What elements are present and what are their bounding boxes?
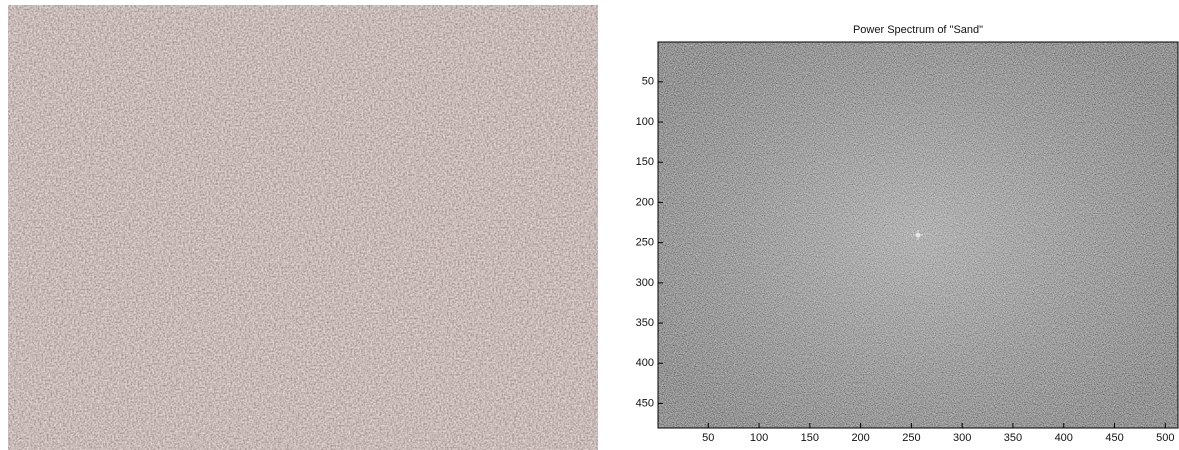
x-tick-label: 450 (1105, 432, 1123, 444)
sand-photo (8, 5, 598, 450)
y-tick-label: 250 (636, 237, 654, 249)
x-tick-label: 100 (750, 432, 768, 444)
y-tick-label: 300 (636, 277, 654, 289)
y-tick-label: 150 (636, 156, 654, 168)
y-tick-label: 400 (636, 357, 654, 369)
y-tick-label: 100 (636, 116, 654, 128)
x-tick-label: 400 (1055, 432, 1073, 444)
x-tick-label: 300 (953, 432, 971, 444)
chart-title: Power Spectrum of "Sand" (853, 24, 983, 36)
y-tick-label: 50 (642, 76, 654, 88)
x-tick-label: 150 (801, 432, 819, 444)
x-tick-label: 500 (1156, 432, 1174, 444)
y-tick-label: 350 (636, 317, 654, 329)
y-tick-label: 450 (636, 397, 654, 409)
x-tick-label: 200 (851, 432, 869, 444)
x-tick-label: 350 (1004, 432, 1022, 444)
x-tick-label: 250 (902, 432, 920, 444)
x-tick-label: 50 (702, 432, 714, 444)
y-tick-label: 200 (636, 196, 654, 208)
figure: 50 100 150 200 250 300 350 400 450 500 50 100 150 200… (0, 0, 1179, 450)
page: 50 100 150 200 250 300 350 400 450 500 50 100 150 200… (0, 0, 1179, 450)
